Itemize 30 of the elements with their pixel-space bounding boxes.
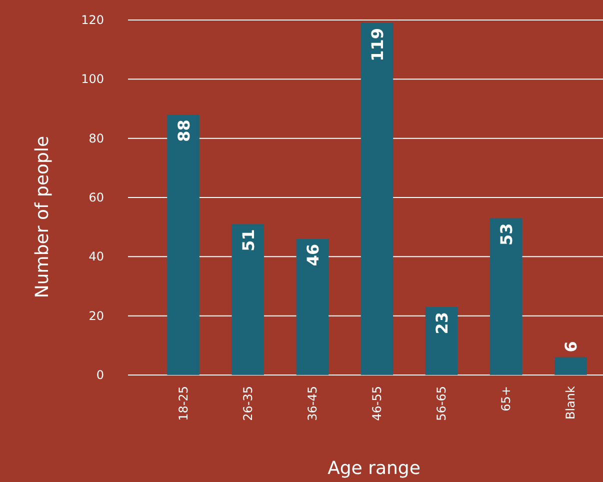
y-tick-label: 80 [88, 131, 104, 146]
data-label: 88 [174, 120, 194, 142]
y-tick-label: 0 [96, 368, 104, 382]
data-label: 46 [303, 244, 322, 266]
data-label: 23 [432, 312, 452, 334]
bar [490, 218, 522, 375]
x-tick-label: 46-55 [370, 386, 384, 421]
bar [360, 22, 394, 375]
data-label: 53 [497, 223, 516, 246]
bar [167, 114, 200, 375]
y-tick-label: 120 [81, 13, 104, 27]
bar [296, 238, 329, 375]
x-tick-label: 18-25 [176, 386, 190, 421]
data-label: 51 [238, 229, 258, 252]
data-label: 119 [368, 28, 387, 62]
x-tick-label: 56-65 [434, 386, 449, 421]
bar [554, 357, 587, 375]
x-tick-label: 26-35 [240, 386, 255, 421]
x-tick-label: Blank [564, 386, 578, 420]
data-label: 6 [562, 341, 581, 352]
x-axis-title: Age range [328, 458, 420, 479]
y-tick-label: 100 [81, 72, 104, 86]
bar [425, 306, 458, 375]
y-tick-label: 60 [88, 190, 104, 204]
y-tick-label: 20 [88, 308, 104, 323]
x-tick-label: 65+ [499, 386, 514, 412]
y-axis-title: Number of people [32, 136, 53, 298]
bar [232, 224, 264, 375]
x-tick-label: 36-45 [305, 386, 320, 421]
y-tick-label: 40 [88, 250, 104, 264]
